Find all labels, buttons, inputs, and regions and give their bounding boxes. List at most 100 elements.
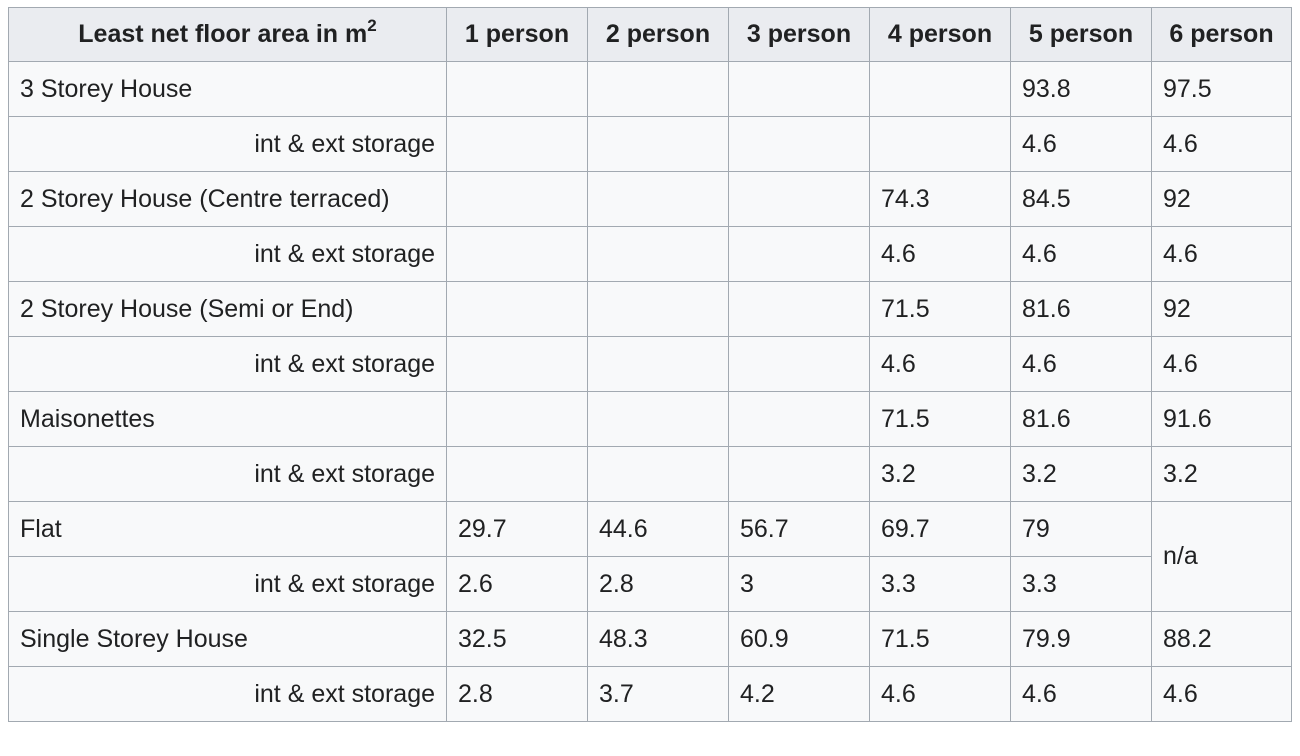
table-cell-merged: n/a [1151,501,1292,612]
table-cell: 4.6 [1010,116,1152,172]
table-cell [728,446,870,502]
header-floor-area-text: Least net floor area in m [78,20,368,48]
table-cell: 71.5 [869,611,1011,667]
header-superscript: 2 [367,15,377,35]
table-cell: 4.6 [869,226,1011,282]
table-cell: 4.2 [728,666,870,722]
table-cell [446,391,588,447]
table-cell: 97.5 [1151,61,1292,117]
table-cell: 4.6 [1151,116,1292,172]
table-cell [446,171,588,227]
table-cell: 91.6 [1151,391,1292,447]
table-row: int & ext storage 2.8 3.7 4.2 4.6 4.6 4.… [8,666,1292,722]
table-cell: 2.8 [587,556,729,612]
header-row: Least net floor area in m2 1 person 2 pe… [8,7,1292,62]
table-cell [728,391,870,447]
row-label: int & ext storage [8,336,447,392]
table-cell: 3.2 [869,446,1011,502]
table-cell: 2.8 [446,666,588,722]
table-cell: 81.6 [1010,281,1152,337]
table-cell: 4.6 [869,336,1011,392]
table-cell: 3.2 [1151,446,1292,502]
table-cell: 60.9 [728,611,870,667]
table-cell [587,281,729,337]
row-label: int & ext storage [8,226,447,282]
row-label: 2 Storey House (Semi or End) [8,281,447,337]
table-cell [728,116,870,172]
floor-area-table: Least net floor area in m2 1 person 2 pe… [8,7,1292,722]
table-cell: 4.6 [1151,336,1292,392]
table-cell: 81.6 [1010,391,1152,447]
row-label: 2 Storey House (Centre terraced) [8,171,447,227]
header-5-person: 5 person [1010,7,1152,62]
table-cell: 3.3 [869,556,1011,612]
table-row: Maisonettes 71.5 81.6 91.6 [8,391,1292,447]
table-cell [728,171,870,227]
table-cell: 4.6 [1010,666,1152,722]
header-4-person: 4 person [869,7,1011,62]
table-cell: 71.5 [869,391,1011,447]
table-row: int & ext storage 4.6 4.6 [8,116,1292,172]
table-cell [446,336,588,392]
table-cell: 32.5 [446,611,588,667]
table-cell [587,391,729,447]
table-cell: 84.5 [1010,171,1152,227]
table-cell [446,446,588,502]
table-cell: 79.9 [1010,611,1152,667]
header-3-person: 3 person [728,7,870,62]
header-2-person: 2 person [587,7,729,62]
table-cell [728,226,870,282]
table-cell: 79 [1010,501,1152,557]
row-label: int & ext storage [8,446,447,502]
row-label: int & ext storage [8,666,447,722]
table-cell [587,116,729,172]
table-cell: 4.6 [1151,666,1292,722]
table-cell: 4.6 [1010,226,1152,282]
table-cell: 4.6 [869,666,1011,722]
table-cell [728,61,870,117]
table-row: int & ext storage 4.6 4.6 4.6 [8,226,1292,282]
table-cell [728,336,870,392]
table-cell [446,226,588,282]
row-label: Flat [8,501,447,557]
table-cell [587,226,729,282]
table-cell [869,116,1011,172]
table-cell [869,61,1011,117]
table-cell: 4.6 [1151,226,1292,282]
table-cell: 92 [1151,281,1292,337]
table-cell [587,171,729,227]
table-cell: 93.8 [1010,61,1152,117]
table-cell: 74.3 [869,171,1011,227]
row-label: Maisonettes [8,391,447,447]
table-cell: 44.6 [587,501,729,557]
table-row: int & ext storage 2.6 2.8 3 3.3 3.3 [8,556,1292,612]
table-cell [587,446,729,502]
table-row: int & ext storage 3.2 3.2 3.2 [8,446,1292,502]
table-cell: 3.3 [1010,556,1152,612]
table-cell: 3.2 [1010,446,1152,502]
table-row: 2 Storey House (Centre terraced) 74.3 84… [8,171,1292,227]
table-row: 2 Storey House (Semi or End) 71.5 81.6 9… [8,281,1292,337]
table-cell: 71.5 [869,281,1011,337]
table-row: Flat 29.7 44.6 56.7 69.7 79 n/a [8,501,1292,612]
table-cell: 56.7 [728,501,870,557]
table-cell: 3 [728,556,870,612]
table-cell: 29.7 [446,501,588,557]
table-cell: 2.6 [446,556,588,612]
table-row: 3 Storey House 93.8 97.5 [8,61,1292,117]
row-label: int & ext storage [8,116,447,172]
table-cell [728,281,870,337]
table-cell [587,61,729,117]
header-1-person: 1 person [446,7,588,62]
row-label: Single Storey House [8,611,447,667]
table-row: Single Storey House 32.5 48.3 60.9 71.5 … [8,611,1292,667]
table-row: int & ext storage 4.6 4.6 4.6 [8,336,1292,392]
table-cell [446,116,588,172]
table-cell: 48.3 [587,611,729,667]
header-floor-area: Least net floor area in m2 [8,7,447,62]
table-cell [446,281,588,337]
table-cell: 4.6 [1010,336,1152,392]
table-cell: 69.7 [869,501,1011,557]
table-cell [446,61,588,117]
table-cell: 92 [1151,171,1292,227]
